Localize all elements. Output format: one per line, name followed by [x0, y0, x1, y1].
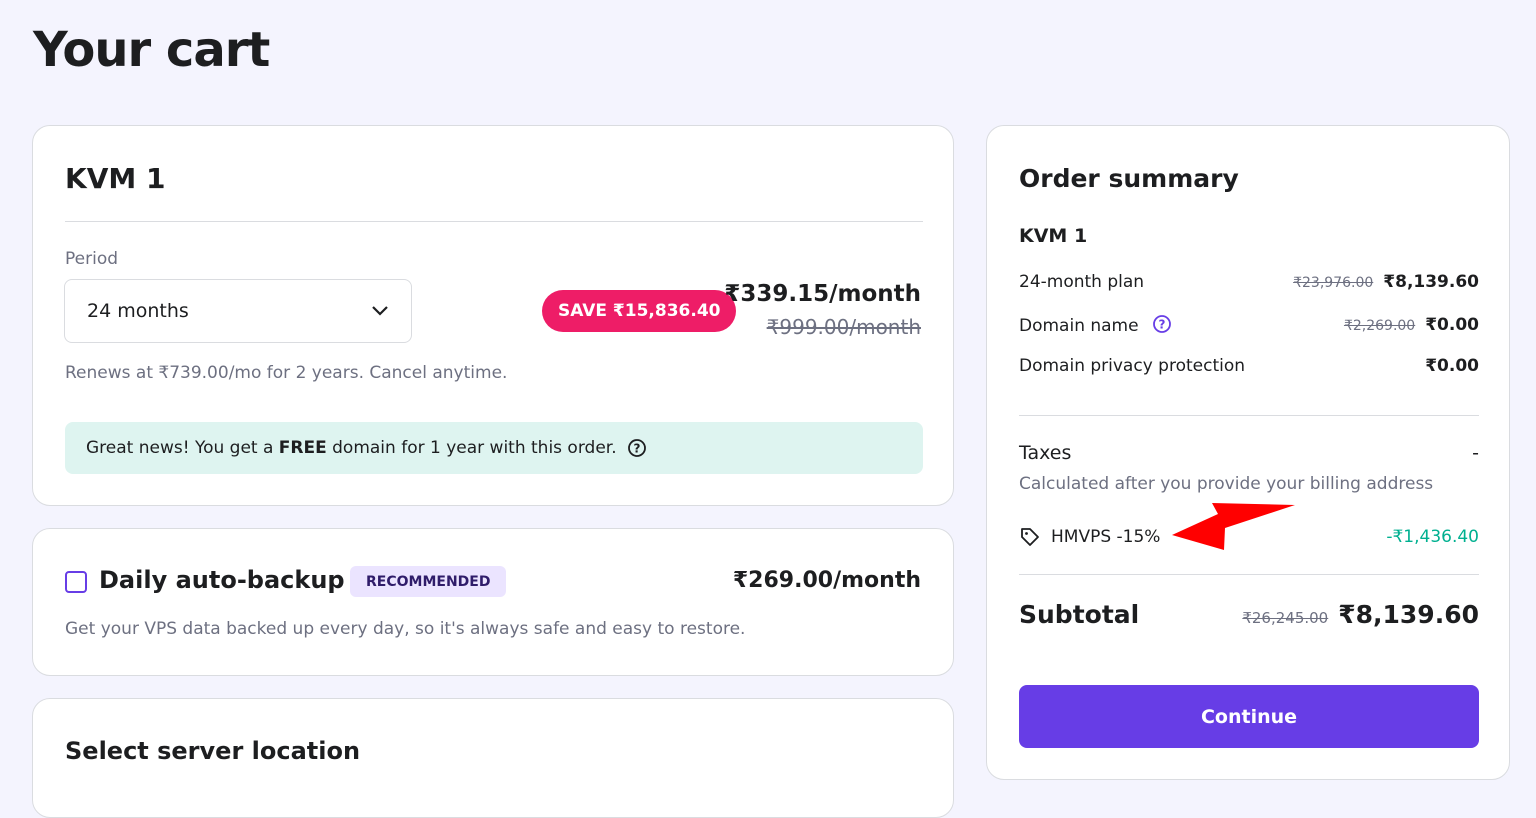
- summary-product: KVM 1: [1019, 225, 1088, 247]
- svg-text:?: ?: [633, 442, 640, 456]
- summary-item: 24-month plan ₹23,976.00 ₹8,139.60: [1019, 272, 1479, 292]
- item-label: Domain name: [1019, 316, 1139, 336]
- subtotal-old: ₹26,245.00: [1242, 609, 1329, 627]
- backup-checkbox[interactable]: [65, 571, 87, 593]
- page-title: Your cart: [33, 22, 270, 78]
- backup-price: ₹269.00/month: [732, 568, 921, 593]
- order-summary-card: Order summary KVM 1 24-month plan ₹23,97…: [986, 125, 1510, 780]
- period-value: 24 months: [87, 300, 189, 322]
- summary-item: Domain name ? ₹2,269.00 ₹0.00: [1019, 314, 1479, 336]
- taxes-row: Taxes -: [1019, 442, 1479, 464]
- help-icon[interactable]: ?: [1152, 314, 1172, 334]
- save-badge: SAVE ₹15,836.40: [542, 290, 737, 332]
- summary-item: Domain privacy protection ₹0.00: [1019, 356, 1479, 376]
- help-icon[interactable]: ?: [627, 438, 647, 458]
- product-name: KVM 1: [65, 162, 166, 195]
- taxes-label: Taxes: [1019, 442, 1072, 464]
- item-price: ₹0.00: [1425, 356, 1479, 376]
- item-price: ₹8,139.60: [1383, 272, 1479, 292]
- summary-title: Order summary: [1019, 164, 1239, 193]
- taxes-note: Calculated after you provide your billin…: [1019, 474, 1434, 494]
- divider: [1019, 574, 1479, 575]
- item-price: ₹0.00: [1425, 315, 1479, 335]
- coupon-row: HMVPS -15% -₹1,436.40: [1019, 526, 1479, 548]
- coupon-code: HMVPS -15%: [1051, 527, 1161, 547]
- divider: [65, 221, 923, 222]
- backup-description: Get your VPS data backed up every day, s…: [65, 619, 746, 639]
- item-label: Domain privacy protection: [1019, 356, 1246, 376]
- item-old-price: ₹23,976.00: [1293, 275, 1374, 291]
- item-label: 24-month plan: [1019, 272, 1145, 292]
- promo-bold: FREE: [278, 438, 327, 458]
- taxes-value: -: [1472, 442, 1479, 464]
- location-title: Select server location: [65, 737, 361, 765]
- location-card: Select server location: [32, 698, 954, 818]
- old-price: ₹999.00/month: [766, 315, 921, 339]
- chevron-down-icon: [372, 306, 388, 316]
- coupon-discount: -₹1,436.40: [1386, 527, 1479, 547]
- divider: [1019, 415, 1479, 416]
- free-domain-banner: Great news! You get a FREE domain for 1 …: [65, 422, 923, 474]
- promo-text-end: domain for 1 year with this order.: [326, 438, 617, 458]
- period-label: Period: [65, 249, 119, 269]
- svg-text:?: ?: [1159, 318, 1166, 332]
- backup-card: Daily auto-backup RECOMMENDED ₹269.00/mo…: [32, 528, 954, 676]
- backup-title: Daily auto-backup: [99, 566, 345, 594]
- tag-icon: [1021, 528, 1039, 546]
- period-select[interactable]: 24 months: [64, 279, 412, 343]
- subtotal-value: ₹8,139.60: [1338, 600, 1479, 629]
- renew-note: Renews at ₹739.00/mo for 2 years. Cancel…: [65, 363, 508, 383]
- price: ₹339.15/month: [724, 281, 921, 307]
- product-card: KVM 1 Period 24 months SAVE ₹15,836.40 ₹…: [32, 125, 954, 506]
- item-old-price: ₹2,269.00: [1343, 318, 1416, 334]
- continue-button[interactable]: Continue: [1019, 685, 1479, 748]
- subtotal-label: Subtotal: [1019, 600, 1140, 629]
- recommended-badge: RECOMMENDED: [350, 566, 507, 597]
- subtotal-row: Subtotal ₹26,245.00 ₹8,139.60: [1019, 600, 1479, 629]
- promo-text: Great news! You get a: [86, 438, 279, 458]
